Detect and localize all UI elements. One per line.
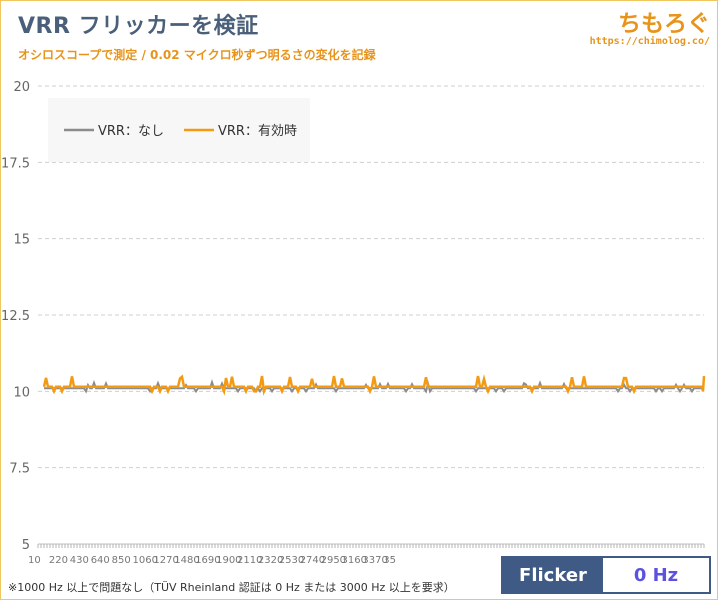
brand-url: https://chimolog.co/ bbox=[589, 36, 710, 47]
x-tick-label: 1690 bbox=[195, 555, 220, 566]
x-tick-label: 850 bbox=[112, 555, 131, 566]
series-lines bbox=[42, 374, 706, 396]
footnote: ※1000 Hz 以上で問題なし（TÜV Rheinland 認証は 0 Hz … bbox=[8, 581, 455, 594]
y-tick-label: 7.5 bbox=[9, 462, 30, 477]
x-tick-label: 1900 bbox=[216, 555, 241, 566]
x-tick-label: 2320 bbox=[258, 555, 283, 566]
flicker-value: 0 Hz bbox=[633, 564, 679, 586]
series-line bbox=[42, 374, 706, 396]
x-tick-label: 1060 bbox=[133, 555, 158, 566]
y-tick-label: 10 bbox=[13, 385, 30, 400]
y-tick-label: 15 bbox=[13, 233, 30, 248]
flicker-label: Flicker bbox=[503, 558, 603, 592]
x-tick-label: 2110 bbox=[237, 555, 262, 566]
x-tick-label: 10 bbox=[28, 555, 41, 566]
page-subtitle: オシロスコープで測定 / 0.02 マイクロ秒ずつ明るさの変化を記録 bbox=[18, 48, 376, 62]
x-tick-label: 220 bbox=[49, 555, 68, 566]
x-tick-label: 35 bbox=[383, 555, 396, 566]
x-tick-label: 3370 bbox=[362, 555, 387, 566]
y-tick-label: 12.5 bbox=[1, 309, 30, 324]
x-tick-label: 430 bbox=[70, 555, 89, 566]
x-tick-labels: 10 220 430 640 850 10601270148016901900211023… bbox=[28, 555, 396, 566]
x-tick-label: 1480 bbox=[174, 555, 199, 566]
legend-label: VRR：有効時 bbox=[218, 124, 297, 139]
x-tick-label: 3160 bbox=[342, 555, 367, 566]
y-tick-labels: 5 7.5 10 12.5 15 17.5 20 bbox=[1, 80, 30, 553]
brand-logo: ちもろぐ bbox=[618, 11, 710, 37]
chart-legend: VRR：なし VRR：有効時 bbox=[48, 98, 310, 162]
y-tick-label: 17.5 bbox=[1, 156, 30, 171]
y-tick-label: 20 bbox=[13, 80, 30, 95]
flicker-result-badge: Flicker 0 Hz bbox=[501, 556, 711, 594]
x-tick-label: 2740 bbox=[300, 555, 325, 566]
y-tick-label: 5 bbox=[22, 538, 30, 553]
page-title: VRR フリッカーを検証 bbox=[18, 14, 259, 39]
x-tick-label: 2530 bbox=[279, 555, 304, 566]
x-tick-label: 2950 bbox=[321, 555, 346, 566]
x-tick-label: 1270 bbox=[153, 555, 178, 566]
legend-label: VRR：なし bbox=[98, 124, 164, 139]
x-tick-label: 640 bbox=[91, 555, 110, 566]
